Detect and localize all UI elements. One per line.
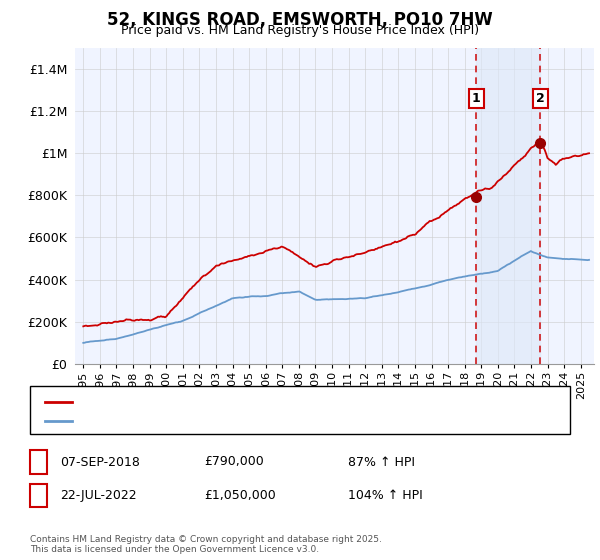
Text: £1,050,000: £1,050,000 [204,489,276,502]
Text: 87% ↑ HPI: 87% ↑ HPI [348,455,415,469]
Text: 1: 1 [34,455,43,469]
Text: 2: 2 [536,92,544,105]
Text: 104% ↑ HPI: 104% ↑ HPI [348,489,423,502]
Text: Price paid vs. HM Land Registry's House Price Index (HPI): Price paid vs. HM Land Registry's House … [121,24,479,36]
Text: 52, KINGS ROAD, EMSWORTH, PO10 7HW (detached house): 52, KINGS ROAD, EMSWORTH, PO10 7HW (deta… [79,396,412,407]
Text: 52, KINGS ROAD, EMSWORTH, PO10 7HW: 52, KINGS ROAD, EMSWORTH, PO10 7HW [107,11,493,29]
Text: 2: 2 [34,488,43,503]
Text: 1: 1 [472,92,481,105]
Text: Contains HM Land Registry data © Crown copyright and database right 2025.
This d: Contains HM Land Registry data © Crown c… [30,535,382,554]
Text: 07-SEP-2018: 07-SEP-2018 [60,455,140,469]
Text: £790,000: £790,000 [204,455,264,469]
Text: 22-JUL-2022: 22-JUL-2022 [60,489,137,502]
Bar [476,48,540,364]
Text: HPI: Average price, detached house, Havant: HPI: Average price, detached house, Hava… [79,416,326,426]
